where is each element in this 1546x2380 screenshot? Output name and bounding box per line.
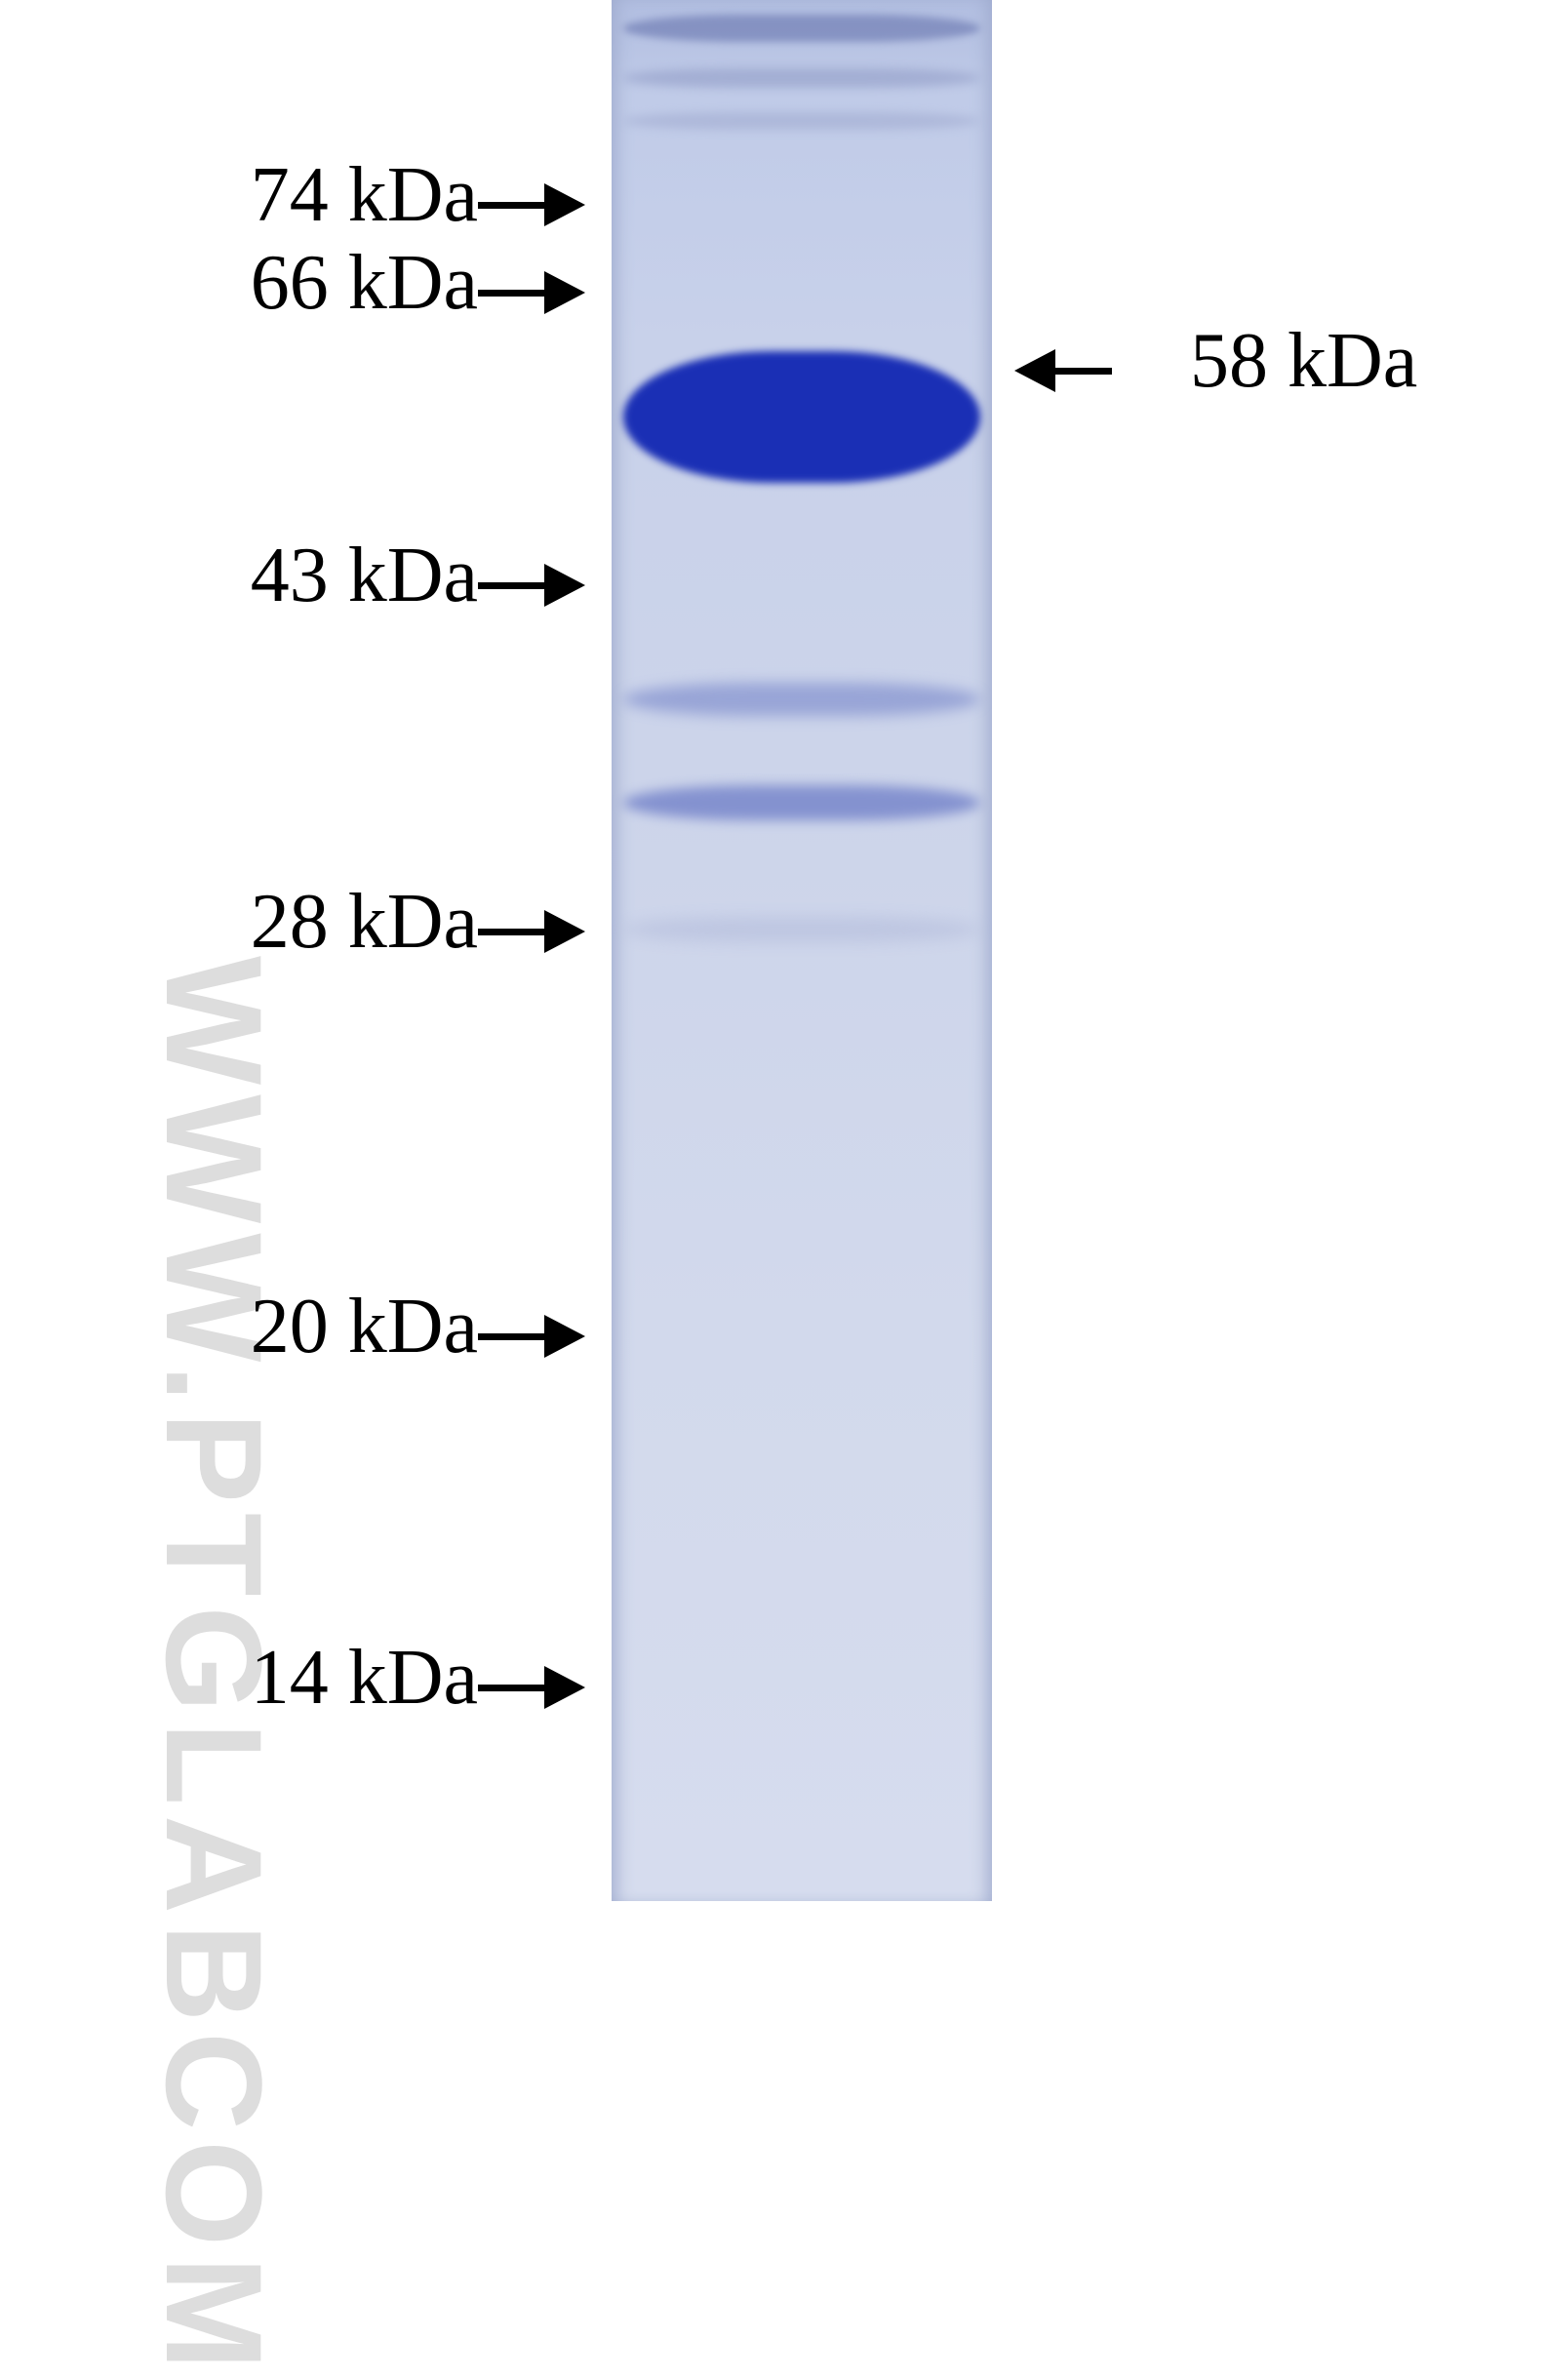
ladder-label: 14 kDa	[251, 1648, 478, 1707]
gel-band	[623, 68, 981, 88]
ladder-label: 20 kDa	[251, 1297, 478, 1356]
arrow-shaft	[478, 290, 544, 297]
arrow-right-icon	[544, 1315, 585, 1358]
ladder-label: 74 kDa	[251, 166, 478, 224]
gel-band	[623, 351, 981, 483]
arrow-shaft	[478, 1333, 544, 1340]
arrow-right-icon	[544, 271, 585, 314]
arrow-right-icon	[544, 564, 585, 607]
arrow-right-icon	[544, 1666, 585, 1709]
arrow-right-icon	[544, 910, 585, 953]
arrow-shaft	[1055, 368, 1112, 375]
gel-band	[623, 15, 981, 42]
gel-band	[623, 785, 981, 820]
arrow-right-icon	[544, 183, 585, 226]
arrow-shaft	[478, 929, 544, 935]
target-label: 58 kDa	[1190, 332, 1417, 390]
ladder-label: 43 kDa	[251, 546, 478, 605]
ladder-label: 66 kDa	[251, 254, 478, 312]
gel-band	[623, 917, 981, 942]
arrow-shaft	[478, 1685, 544, 1691]
arrow-shaft	[478, 202, 544, 209]
gel-band	[623, 683, 981, 716]
arrow-left-icon	[1014, 349, 1055, 392]
gel-band	[623, 112, 981, 130]
arrow-shaft	[478, 582, 544, 589]
ladder-label: 28 kDa	[251, 892, 478, 951]
gel-lane	[612, 0, 992, 1901]
